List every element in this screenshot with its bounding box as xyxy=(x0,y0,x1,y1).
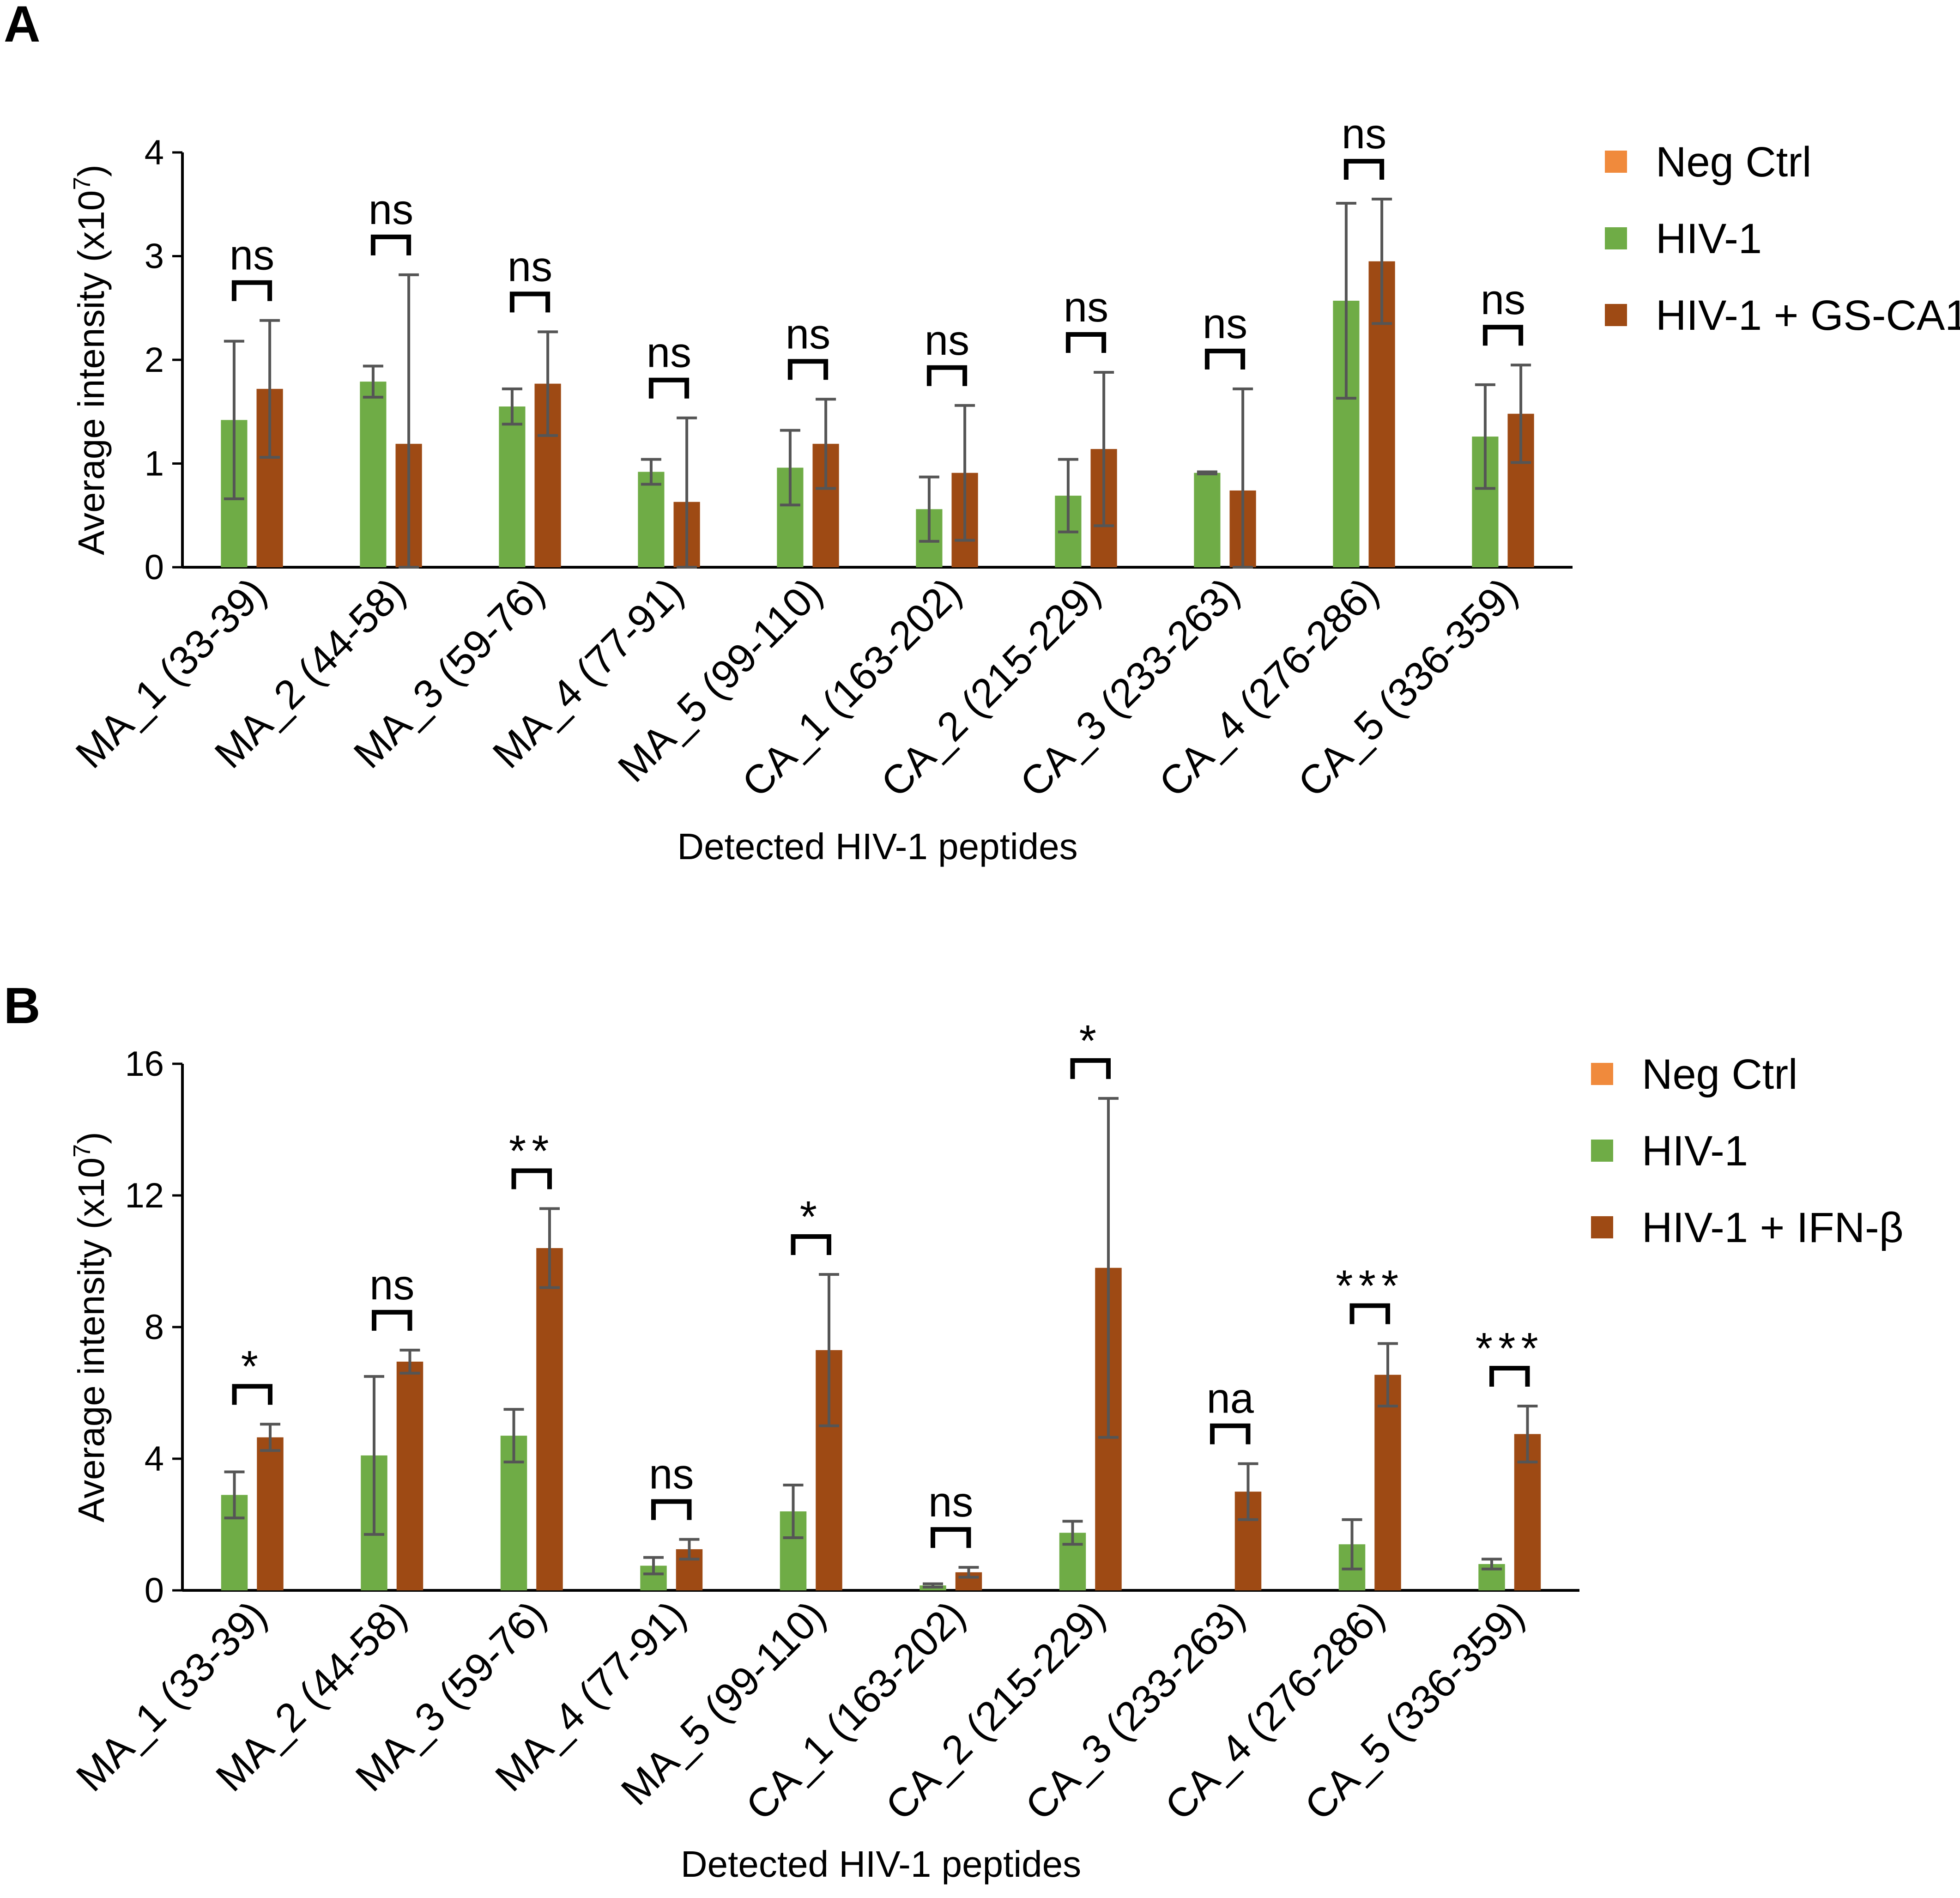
significance-label: ns xyxy=(1481,276,1525,323)
x-axis-title: Detected HIV-1 peptides xyxy=(681,1843,1081,1885)
y-axis-title: Average intensity (x107) xyxy=(69,164,112,555)
significance-bracket xyxy=(509,291,550,313)
significance-bracket xyxy=(926,365,968,386)
y-tick-label: 3 xyxy=(145,237,164,276)
bar-hiv-1-ifn- xyxy=(396,1361,423,1590)
significance-label: *** xyxy=(1476,1324,1544,1373)
bar-hiv-1-ifn- xyxy=(257,1437,284,1590)
significance-bracket xyxy=(1204,348,1246,370)
legend-label: Neg Ctrl xyxy=(1642,1051,1797,1098)
significance-bracket xyxy=(1482,325,1524,346)
significance-label: ** xyxy=(509,1127,555,1176)
y-tick-label: 8 xyxy=(145,1308,164,1347)
y-axis-title-main: Average intensity (x10 xyxy=(71,190,112,555)
legend-swatch xyxy=(1605,151,1627,173)
significance-bracket xyxy=(511,1168,552,1189)
significance-label: ns xyxy=(1342,110,1386,158)
bar-hiv-1-ifn- xyxy=(536,1248,563,1590)
legend-label: Neg Ctrl xyxy=(1656,139,1811,186)
legend-label: HIV-1 + GS-CA1 xyxy=(1656,292,1960,339)
y-tick-label: 4 xyxy=(145,133,164,172)
legend-swatch xyxy=(1605,227,1627,249)
significance-label: *** xyxy=(1336,1261,1404,1311)
y-axis-title-superscript: 7 xyxy=(69,1144,96,1158)
significance-bracket xyxy=(648,377,690,399)
significance-bracket xyxy=(1070,1058,1111,1079)
y-axis-title-main: Average intensity (x10 xyxy=(71,1158,112,1522)
y-tick-label: 0 xyxy=(145,1571,164,1610)
significance-label: ns xyxy=(786,310,830,358)
significance-bracket xyxy=(372,1310,412,1331)
significance-bracket xyxy=(931,1527,971,1548)
significance-bracket xyxy=(232,1384,272,1405)
significance-label: * xyxy=(1079,1016,1102,1066)
y-axis-title-close: ) xyxy=(71,164,112,177)
bar-hiv-1-ifn- xyxy=(1374,1375,1401,1590)
significance-bracket xyxy=(231,280,272,301)
significance-label: ns xyxy=(1064,284,1108,331)
significance-label: ns xyxy=(1203,300,1247,347)
significance-bracket xyxy=(1349,1303,1390,1324)
significance-label: ns xyxy=(369,186,413,233)
chart-panel-b: 0 4 8 12 16 Average intensity (x107) Detected … xyxy=(67,1016,1904,1885)
bar-hiv-1 xyxy=(360,382,387,567)
significance-label: ns xyxy=(928,1479,973,1526)
legend-label: HIV-1 xyxy=(1656,215,1762,262)
panel-label-a: A xyxy=(4,0,40,53)
significance-label: ns xyxy=(649,1451,694,1498)
legend-label: HIV-1 + IFN-β xyxy=(1642,1204,1904,1251)
significance-bracket xyxy=(1343,159,1385,180)
significance-label: na xyxy=(1207,1375,1254,1422)
bar-hiv-1 xyxy=(499,406,526,567)
y-tick-label: 0 xyxy=(145,548,164,587)
bar-hiv-1 xyxy=(638,472,665,567)
chart-panel-a: 0 1 2 3 4 Average intensity (x107) Detected HI… xyxy=(67,110,1960,867)
legend-swatch xyxy=(1605,304,1627,326)
legend-swatch xyxy=(1591,1140,1613,1162)
y-axis-title-close: ) xyxy=(71,1132,112,1144)
x-axis-title: Detected HIV-1 peptides xyxy=(677,826,1077,867)
significance-bracket xyxy=(1065,332,1107,353)
significance-label: ns xyxy=(647,329,691,376)
significance-bracket xyxy=(1489,1366,1530,1387)
y-tick-label: 12 xyxy=(125,1176,164,1215)
significance-label: ns xyxy=(925,317,969,364)
legend-swatch xyxy=(1591,1216,1613,1238)
legend-swatch xyxy=(1591,1063,1613,1085)
significance-bracket xyxy=(1210,1423,1251,1444)
significance-label: * xyxy=(241,1342,264,1391)
y-tick-label: 4 xyxy=(145,1439,164,1479)
y-axis-title: Average intensity (x107) xyxy=(69,1132,112,1522)
significance-label: ns xyxy=(230,232,274,279)
significance-label: * xyxy=(800,1192,823,1242)
significance-bracket xyxy=(787,359,829,380)
y-tick-label: 16 xyxy=(125,1044,164,1084)
significance-bracket xyxy=(791,1234,831,1255)
bar-hiv-1 xyxy=(1194,473,1221,567)
y-tick-label: 2 xyxy=(145,340,164,380)
significance-bracket xyxy=(651,1499,692,1520)
panel-label-b: B xyxy=(4,977,40,1034)
y-axis-title-superscript: 7 xyxy=(69,177,96,190)
legend-label: HIV-1 xyxy=(1642,1128,1748,1175)
significance-label: ns xyxy=(508,243,552,290)
y-tick-label: 1 xyxy=(145,444,164,484)
significance-bracket xyxy=(370,234,411,255)
significance-label: ns xyxy=(369,1261,414,1309)
